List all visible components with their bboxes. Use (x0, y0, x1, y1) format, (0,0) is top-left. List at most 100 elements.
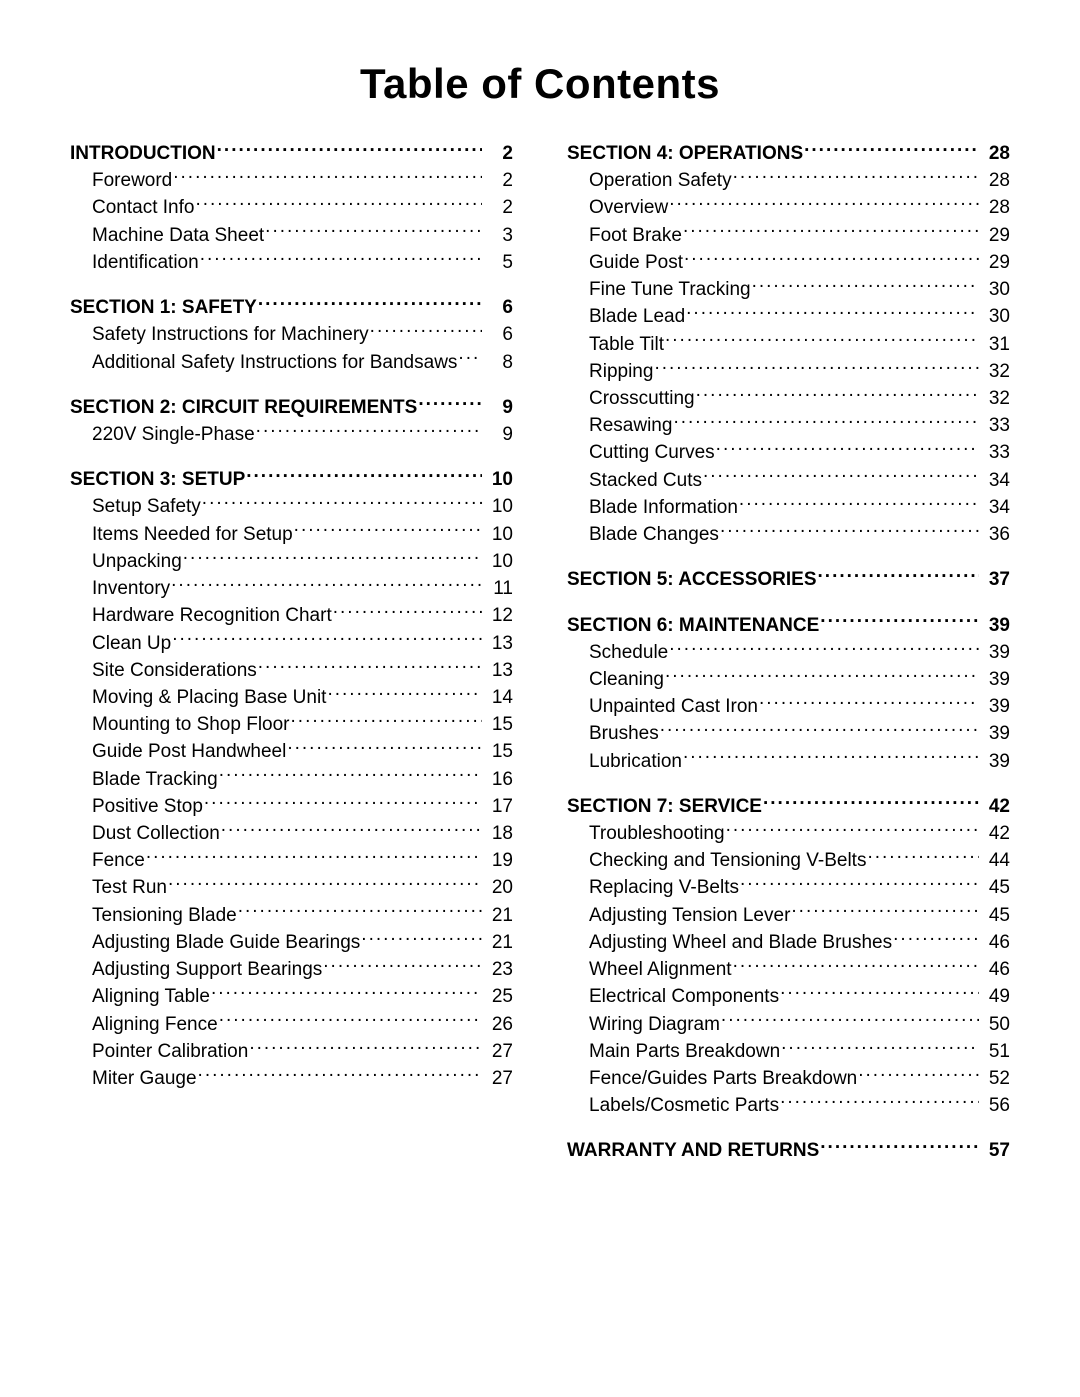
toc-section-block: SECTION 5: ACCESSORIES37 (567, 566, 1010, 593)
toc-entry-label: Guide Post (567, 250, 683, 276)
toc-page-number: 15 (485, 739, 513, 765)
toc-section-block: INTRODUCTION2Foreword2Contact Info2Machi… (70, 140, 513, 276)
toc-entry-label: Brushes (567, 721, 659, 747)
toc-entry-label: Adjusting Wheel and Blade Brushes (567, 930, 892, 956)
toc-entry-label: Test Run (70, 875, 167, 901)
toc-page-number: 10 (485, 549, 513, 575)
toc-entry-label: Resawing (567, 413, 672, 439)
toc-entry-label: Foot Brake (567, 223, 682, 249)
toc-leader-dots (265, 222, 482, 241)
toc-leader-dots (327, 684, 482, 703)
toc-leader-dots (683, 748, 979, 767)
toc-page-number: 23 (485, 957, 513, 983)
toc-leader-dots (673, 412, 979, 431)
toc-entry-label: Operation Safety (567, 168, 732, 194)
toc-entry-label: Additional Safety Instructions for Bands… (70, 350, 457, 376)
toc-leader-dots (818, 566, 979, 585)
toc-entry-label: Checking and Tensioning V-Belts (567, 848, 866, 874)
toc-entry-label: Schedule (567, 640, 668, 666)
toc-entry: Foreword2 (70, 167, 513, 194)
toc-section-label: SECTION 2: CIRCUIT REQUIREMENTS (70, 395, 417, 421)
toc-leader-dots (219, 766, 482, 785)
toc-leader-dots (238, 902, 482, 921)
toc-entry-label: Overview (567, 195, 668, 221)
toc-leader-dots (200, 249, 482, 268)
toc-entry: Brushes 39 (567, 720, 1010, 747)
toc-entry-label: Blade Tracking (70, 767, 218, 793)
toc-page-number: 33 (982, 440, 1010, 466)
toc-entry: Dust Collection 18 (70, 820, 513, 847)
toc-page-number: 51 (982, 1039, 1010, 1065)
toc-entry-label: Moving & Placing Base Unit (70, 685, 326, 711)
toc-page-number: 39 (982, 721, 1010, 747)
toc-entry: Hardware Recognition Chart12 (70, 602, 513, 629)
toc-entry: Wiring Diagram50 (567, 1011, 1010, 1038)
toc-entry-label: Identification (70, 250, 199, 276)
toc-leader-dots (256, 421, 482, 440)
toc-section-heading: SECTION 3: SETUP10 (70, 466, 513, 493)
toc-entry: Pointer Calibration27 (70, 1038, 513, 1065)
toc-entry: Blade Information34 (567, 494, 1010, 521)
toc-entry: Items Needed for Setup10 (70, 521, 513, 548)
toc-page-number: 49 (982, 984, 1010, 1010)
toc-entry: Guide Post Handwheel15 (70, 738, 513, 765)
toc-entry: 220V Single-Phase9 (70, 421, 513, 448)
toc-leader-dots (867, 847, 979, 866)
toc-page-number: 32 (982, 386, 1010, 412)
toc-leader-dots (171, 575, 482, 594)
toc-entry-label: Wheel Alignment (567, 957, 732, 983)
toc-section-label: SECTION 5: ACCESSORIES (567, 567, 817, 593)
toc-page-number: 6 (485, 322, 513, 348)
toc-entry: Mounting to Shop Floor15 (70, 711, 513, 738)
toc-page-number: 21 (485, 930, 513, 956)
toc-page-number: 32 (982, 359, 1010, 385)
toc-leader-dots (684, 249, 979, 268)
toc-entry: Wheel Alignment 46 (567, 956, 1010, 983)
toc-page-number: 39 (982, 749, 1010, 775)
toc-page-number: 31 (982, 332, 1010, 358)
toc-entry-label: Positive Stop (70, 794, 203, 820)
toc-entry-label: Pointer Calibration (70, 1039, 248, 1065)
toc-leader-dots (361, 929, 482, 948)
toc-leader-dots (221, 820, 482, 839)
toc-entry-label: Setup Safety (70, 494, 201, 520)
toc-page-number: 10 (485, 467, 513, 493)
toc-entry-label: Lubrication (567, 749, 682, 775)
toc-leader-dots (721, 1011, 979, 1030)
page: Table of Contents INTRODUCTION2Foreword2… (0, 0, 1080, 1183)
toc-entry: Tensioning Blade21 (70, 902, 513, 929)
toc-entry: Stacked Cuts34 (567, 467, 1010, 494)
toc-page-number: 42 (982, 821, 1010, 847)
toc-entry: Blade Changes36 (567, 521, 1010, 548)
toc-entry-label: Dust Collection (70, 821, 220, 847)
toc-entry-label: Adjusting Support Bearings (70, 957, 322, 983)
toc-entry: Blade Tracking 16 (70, 766, 513, 793)
toc-entry-label: Stacked Cuts (567, 468, 702, 494)
toc-leader-dots (195, 194, 482, 213)
toc-entry: Fence/Guides Parts Breakdown52 (567, 1065, 1010, 1092)
toc-entry: Adjusting Support Bearings 23 (70, 956, 513, 983)
toc-page-number: 18 (485, 821, 513, 847)
toc-entry-label: Miter Gauge (70, 1066, 197, 1092)
toc-page-number: 9 (485, 395, 513, 421)
toc-entry: Blade Lead30 (567, 303, 1010, 330)
toc-section-heading: INTRODUCTION2 (70, 140, 513, 167)
toc-leader-dots (202, 493, 482, 512)
toc-entry-label: Main Parts Breakdown (567, 1039, 780, 1065)
toc-page-number: 16 (485, 767, 513, 793)
toc-entry-label: Unpacking (70, 549, 182, 575)
toc-entry: Setup Safety10 (70, 493, 513, 520)
toc-entry-label: Fence (70, 848, 145, 874)
toc-entry-label: Adjusting Blade Guide Bearings (70, 930, 360, 956)
toc-entry-label: Blade Changes (567, 522, 719, 548)
toc-section-heading: SECTION 4: OPERATIONS28 (567, 140, 1010, 167)
toc-page-number: 39 (982, 667, 1010, 693)
toc-entry-label: Electrical Components (567, 984, 779, 1010)
toc-leader-dots (370, 321, 482, 340)
toc-section-block: SECTION 1: SAFETY6Safety Instructions fo… (70, 294, 513, 376)
toc-leader-dots (660, 720, 979, 739)
toc-page-number: 46 (982, 957, 1010, 983)
toc-page-number: 25 (485, 984, 513, 1010)
toc-page-number: 39 (982, 613, 1010, 639)
toc-leader-dots (739, 494, 979, 513)
